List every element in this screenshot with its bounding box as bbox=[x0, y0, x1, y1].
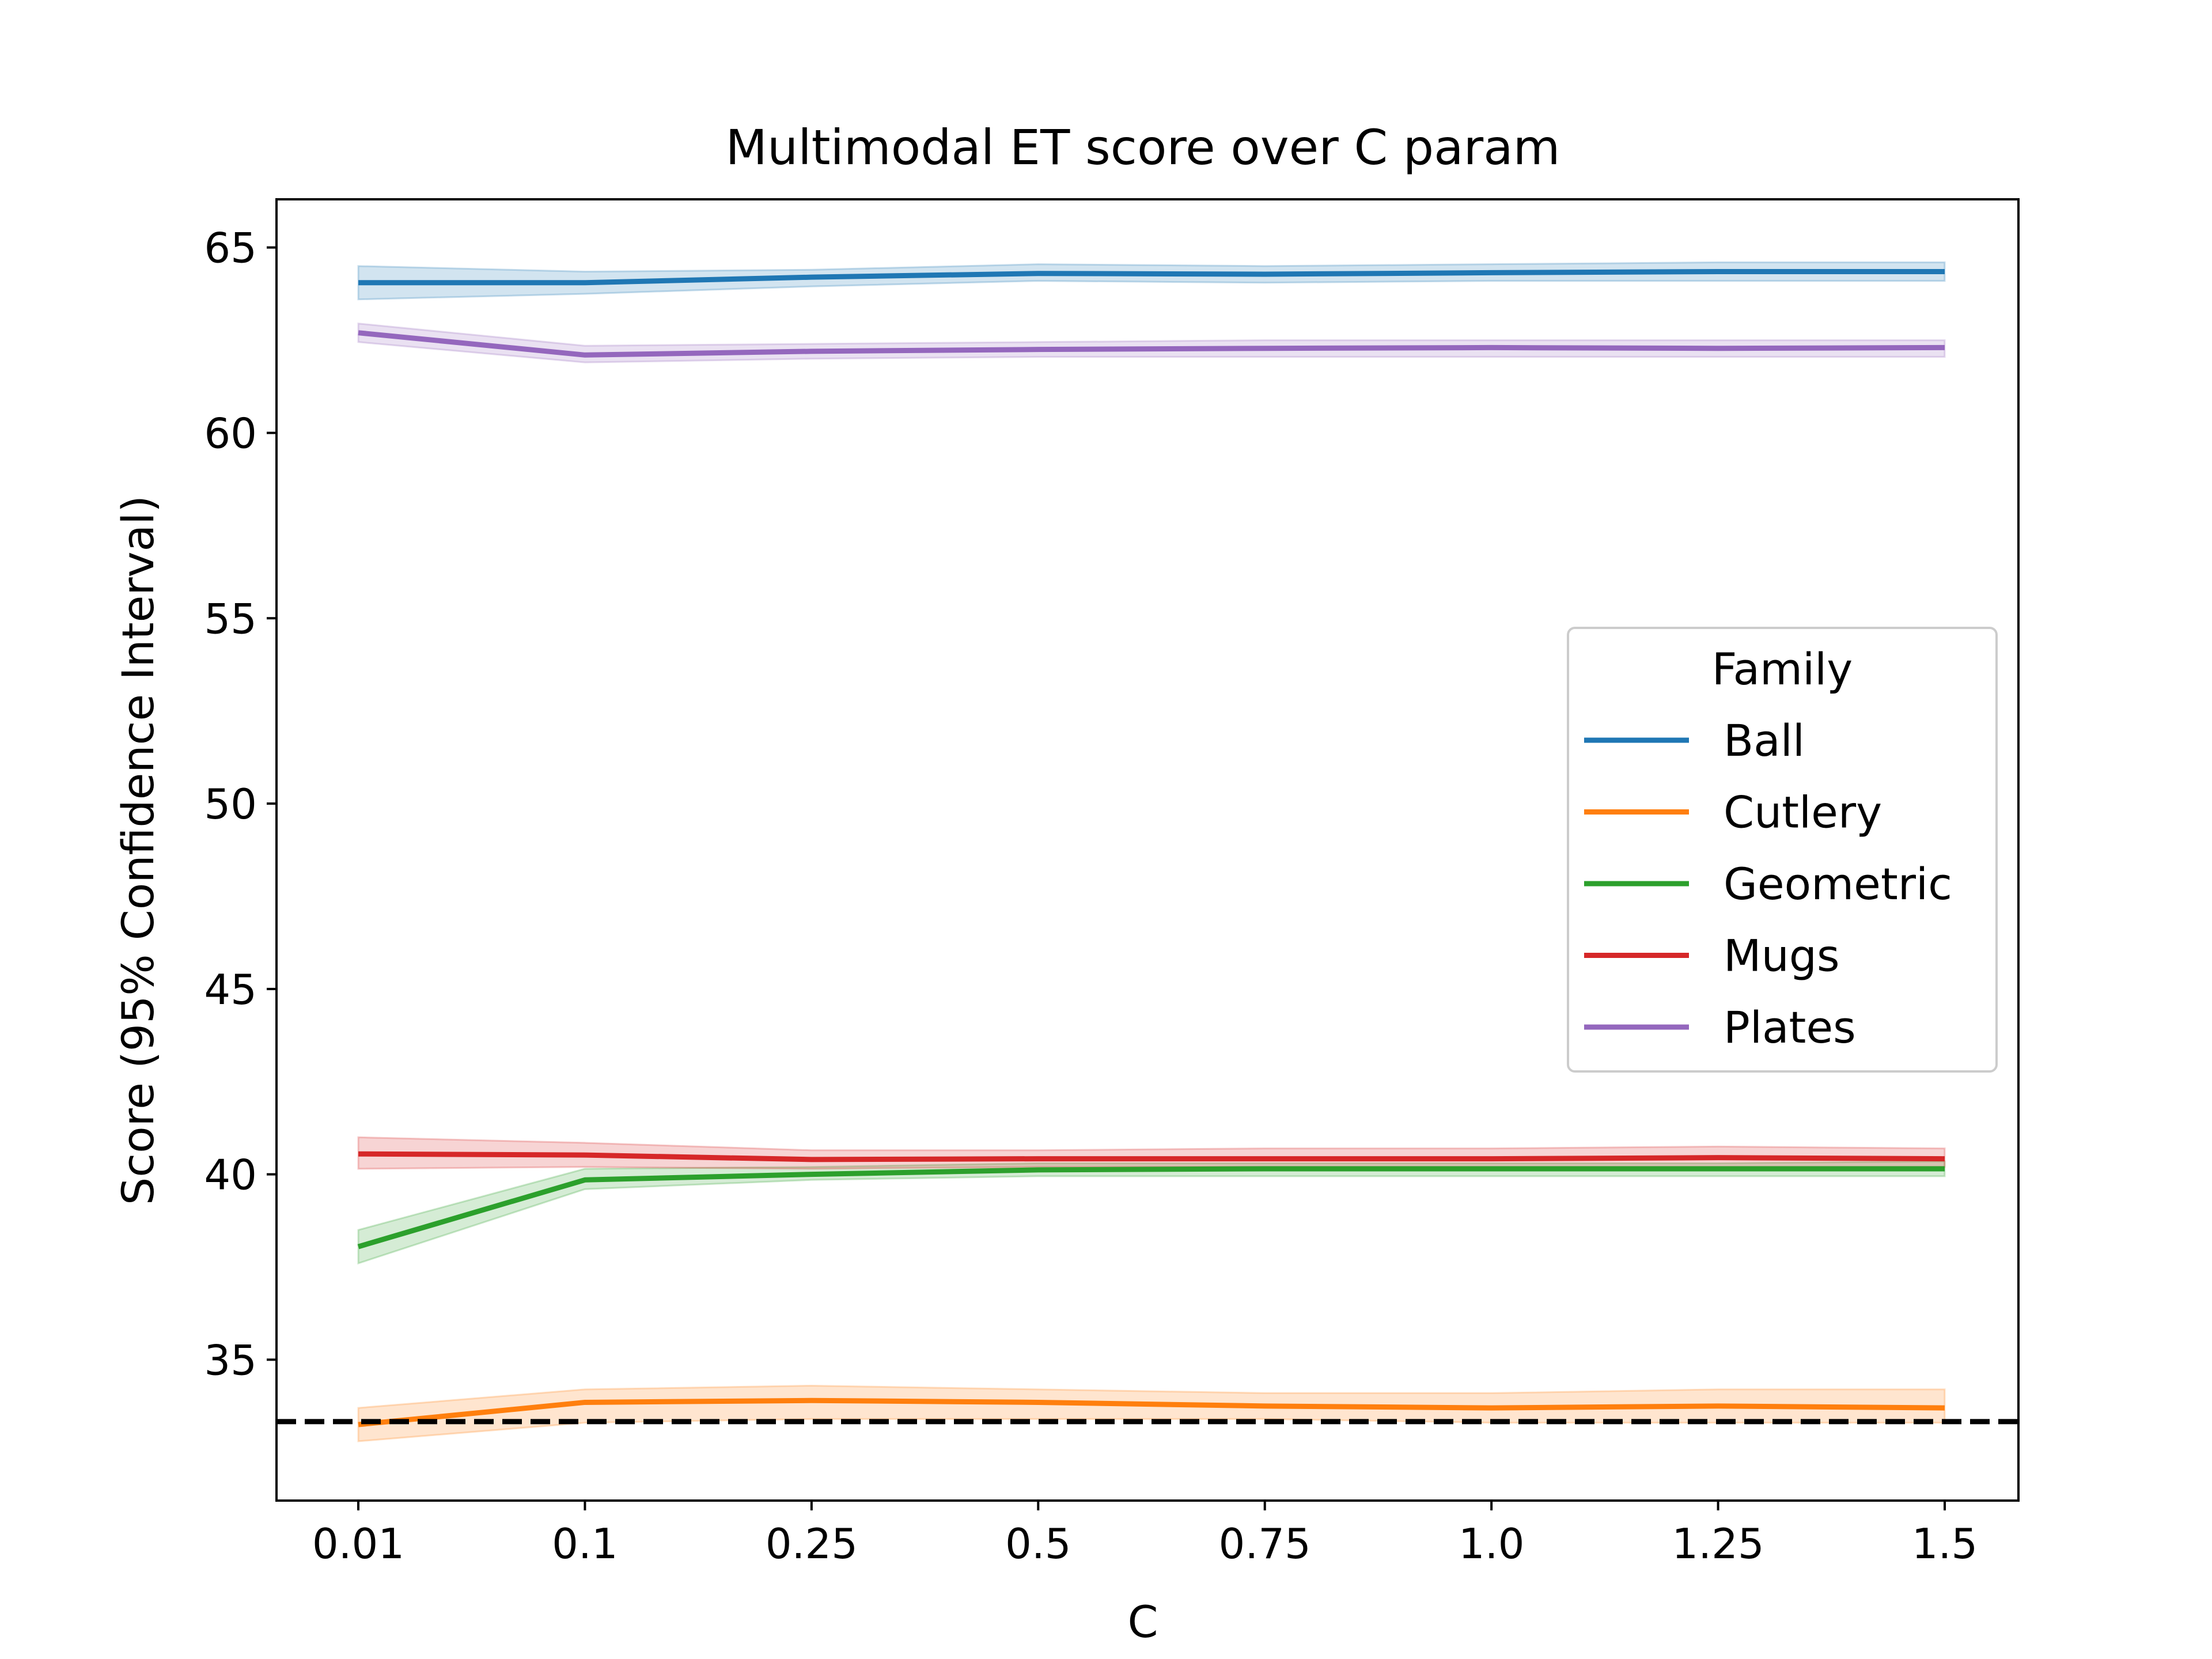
y-tick-label: 65 bbox=[204, 224, 257, 272]
y-tick-label: 55 bbox=[204, 594, 257, 643]
x-tick-label: 0.25 bbox=[766, 1520, 858, 1568]
y-tick-label: 50 bbox=[204, 780, 257, 828]
ci-band-geometric bbox=[357, 1160, 1946, 1265]
x-tick-label: 0.5 bbox=[1005, 1520, 1071, 1568]
x-tick-label: 0.01 bbox=[312, 1520, 404, 1568]
y-tick-label: 45 bbox=[204, 965, 257, 1014]
legend-label-cutlery: Cutlery bbox=[1724, 787, 1882, 838]
series-lines bbox=[357, 269, 1945, 1427]
plot-frame bbox=[275, 198, 2020, 1502]
series-line-cutlery bbox=[358, 1397, 1945, 1427]
y-axis: 35 40 45 50 55 60 65 bbox=[204, 224, 276, 1384]
y-tick-label: 35 bbox=[204, 1336, 257, 1384]
legend-label-mugs: Mugs bbox=[1724, 930, 1840, 982]
x-tick-label: 0.1 bbox=[552, 1520, 618, 1568]
series-line-plates bbox=[358, 330, 1945, 358]
x-axis-label: C bbox=[1127, 1596, 1158, 1647]
x-tick-label: 0.75 bbox=[1219, 1520, 1311, 1568]
chart-title: Multimodal ET score over C param bbox=[726, 119, 1560, 176]
y-tick-label: 60 bbox=[204, 409, 257, 457]
legend-label-geometric: Geometric bbox=[1724, 858, 1952, 910]
x-tick-label: 1.0 bbox=[1459, 1520, 1525, 1568]
x-tick-label: 1.5 bbox=[1912, 1520, 1978, 1568]
y-tick-label: 40 bbox=[204, 1151, 257, 1199]
legend: Family Ball Cutlery Geometric Mugs Plates bbox=[1567, 627, 1998, 1073]
series-line-mugs bbox=[358, 1151, 1945, 1162]
y-axis-label: Score (95% Confidence Interval) bbox=[112, 495, 164, 1205]
legend-label-ball: Ball bbox=[1724, 715, 1805, 766]
legend-label-plates: Plates bbox=[1724, 1002, 1856, 1053]
series-line-geometric bbox=[357, 1166, 1945, 1249]
x-tick-label: 1.25 bbox=[1672, 1520, 1764, 1568]
x-axis: 0.01 0.1 0.25 0.5 0.75 1.0 1.25 1.5 bbox=[312, 1501, 1978, 1568]
legend-title: Family bbox=[1712, 643, 1853, 695]
series-line-ball bbox=[358, 269, 1945, 286]
